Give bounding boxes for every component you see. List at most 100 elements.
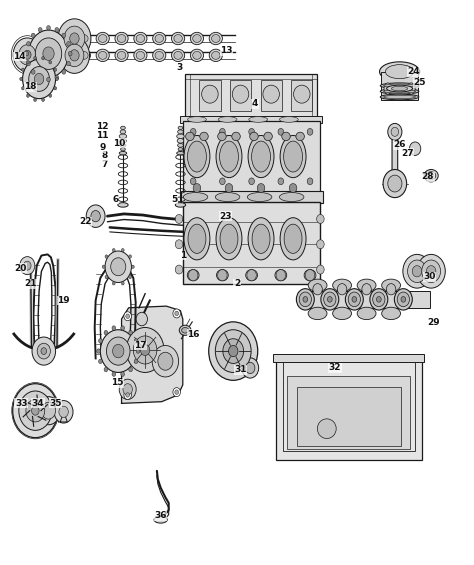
Circle shape — [128, 255, 131, 258]
Circle shape — [20, 77, 23, 81]
Circle shape — [128, 275, 131, 279]
Circle shape — [38, 75, 42, 80]
Circle shape — [317, 215, 324, 224]
Circle shape — [388, 175, 402, 192]
Circle shape — [317, 240, 324, 249]
Text: 30: 30 — [423, 272, 436, 281]
Ellipse shape — [216, 218, 242, 260]
Text: 27: 27 — [401, 149, 414, 158]
Circle shape — [27, 42, 30, 46]
Ellipse shape — [427, 172, 436, 180]
Bar — [273, 354, 424, 362]
Ellipse shape — [357, 279, 376, 292]
Ellipse shape — [136, 51, 145, 59]
Ellipse shape — [380, 94, 419, 100]
Circle shape — [417, 254, 445, 288]
Circle shape — [175, 215, 183, 224]
Circle shape — [191, 128, 196, 135]
Circle shape — [134, 338, 138, 343]
Ellipse shape — [387, 85, 412, 92]
Ellipse shape — [200, 132, 208, 141]
Circle shape — [191, 178, 196, 185]
Ellipse shape — [215, 193, 240, 202]
Circle shape — [289, 184, 297, 193]
Text: 19: 19 — [57, 296, 70, 305]
Ellipse shape — [296, 132, 304, 141]
Ellipse shape — [115, 49, 128, 62]
Circle shape — [305, 270, 315, 281]
Circle shape — [276, 270, 285, 281]
Circle shape — [121, 281, 124, 285]
Ellipse shape — [362, 284, 371, 295]
Circle shape — [99, 359, 102, 364]
Ellipse shape — [117, 51, 126, 59]
Bar — [230, 80, 251, 111]
Circle shape — [43, 47, 54, 60]
Bar — [303, 291, 430, 308]
Circle shape — [175, 240, 183, 249]
Text: 15: 15 — [110, 378, 123, 387]
Ellipse shape — [186, 132, 194, 141]
Text: 1: 1 — [180, 251, 186, 260]
Ellipse shape — [318, 419, 336, 438]
Text: 21: 21 — [24, 279, 37, 288]
Ellipse shape — [296, 289, 314, 310]
Ellipse shape — [282, 132, 290, 141]
Circle shape — [104, 367, 108, 372]
Bar — [381, 72, 419, 100]
Ellipse shape — [218, 132, 226, 141]
Circle shape — [134, 359, 138, 364]
Ellipse shape — [249, 116, 268, 122]
Ellipse shape — [172, 32, 185, 45]
Ellipse shape — [382, 279, 401, 292]
Ellipse shape — [120, 144, 126, 147]
Ellipse shape — [201, 85, 218, 103]
Text: 8: 8 — [102, 151, 108, 160]
Ellipse shape — [303, 297, 308, 302]
Ellipse shape — [188, 141, 206, 172]
Ellipse shape — [386, 284, 396, 295]
Text: 23: 23 — [219, 212, 231, 221]
Ellipse shape — [183, 193, 208, 202]
Ellipse shape — [424, 170, 438, 182]
Ellipse shape — [219, 141, 238, 172]
Text: 14: 14 — [13, 52, 26, 61]
Ellipse shape — [280, 136, 306, 177]
Ellipse shape — [120, 126, 125, 129]
Circle shape — [126, 314, 129, 319]
Ellipse shape — [408, 83, 415, 94]
Circle shape — [249, 128, 255, 135]
Ellipse shape — [383, 95, 416, 99]
Ellipse shape — [179, 325, 191, 336]
Circle shape — [23, 59, 55, 99]
Ellipse shape — [284, 224, 302, 254]
Ellipse shape — [115, 32, 128, 45]
Circle shape — [242, 358, 259, 378]
Ellipse shape — [118, 203, 128, 207]
Ellipse shape — [175, 203, 186, 207]
Ellipse shape — [383, 90, 416, 93]
Ellipse shape — [209, 32, 222, 45]
Circle shape — [26, 399, 45, 422]
Circle shape — [225, 184, 233, 193]
Ellipse shape — [209, 49, 222, 62]
Ellipse shape — [120, 147, 125, 151]
Text: 10: 10 — [113, 138, 126, 147]
Ellipse shape — [220, 224, 238, 254]
Circle shape — [218, 270, 227, 281]
Bar — [199, 80, 220, 111]
Ellipse shape — [248, 218, 274, 260]
Circle shape — [105, 275, 108, 279]
Ellipse shape — [182, 328, 189, 333]
Circle shape — [55, 75, 59, 80]
Ellipse shape — [232, 132, 240, 141]
Text: 35: 35 — [49, 399, 62, 408]
Circle shape — [20, 257, 35, 275]
Ellipse shape — [120, 130, 126, 134]
Ellipse shape — [252, 224, 270, 254]
Circle shape — [31, 69, 35, 74]
Circle shape — [140, 344, 150, 355]
Ellipse shape — [191, 49, 203, 62]
Circle shape — [317, 265, 324, 274]
Circle shape — [133, 336, 157, 364]
